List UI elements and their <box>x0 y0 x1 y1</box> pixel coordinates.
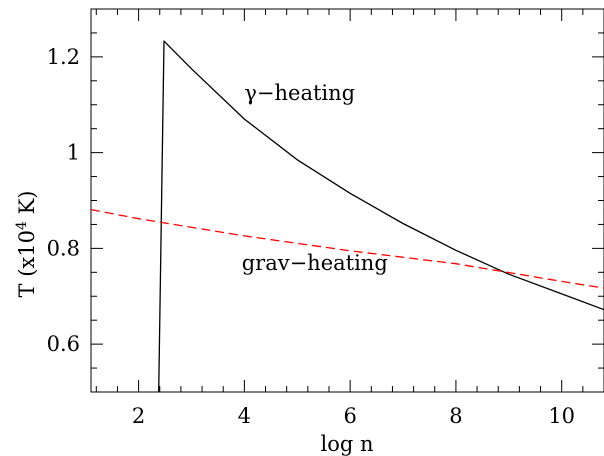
y-tick-label: 1.2 <box>47 45 80 69</box>
svg-text:T (x104 K): T (x104 K) <box>14 191 39 298</box>
y-tick-label: 0.6 <box>47 332 80 356</box>
x-tick-label: 2 <box>132 404 145 428</box>
annotations: γ−heating grav−heating <box>242 81 388 275</box>
x-axis-label: log n <box>320 432 373 456</box>
y-axis-label-unit: K) <box>15 191 39 222</box>
x-tick-label: 10 <box>548 404 575 428</box>
y-tick-label: 0.8 <box>47 236 80 260</box>
y-axis-label: T (x104 K) <box>14 191 39 298</box>
x-tick-label: 4 <box>238 404 251 428</box>
y-tick-label: 1 <box>67 141 80 165</box>
y-axis-label-exponent: 4 <box>14 221 30 230</box>
series-annotation-grav-heating: grav−heating <box>242 251 388 275</box>
series-annotation-gamma-heating: γ−heating <box>244 81 355 105</box>
x-tick-label: 8 <box>449 404 462 428</box>
y-axis-label-main: T (x10 <box>15 230 39 297</box>
x-tick-label: 6 <box>343 404 356 428</box>
series-line-gamma-heating <box>158 40 604 393</box>
series-line-grav-heating <box>90 208 604 289</box>
plot-frame <box>90 8 604 393</box>
ticks: 2 4 6 8 10 0.6 0.8 1 1.2 <box>47 8 604 428</box>
series-layer <box>90 40 604 393</box>
